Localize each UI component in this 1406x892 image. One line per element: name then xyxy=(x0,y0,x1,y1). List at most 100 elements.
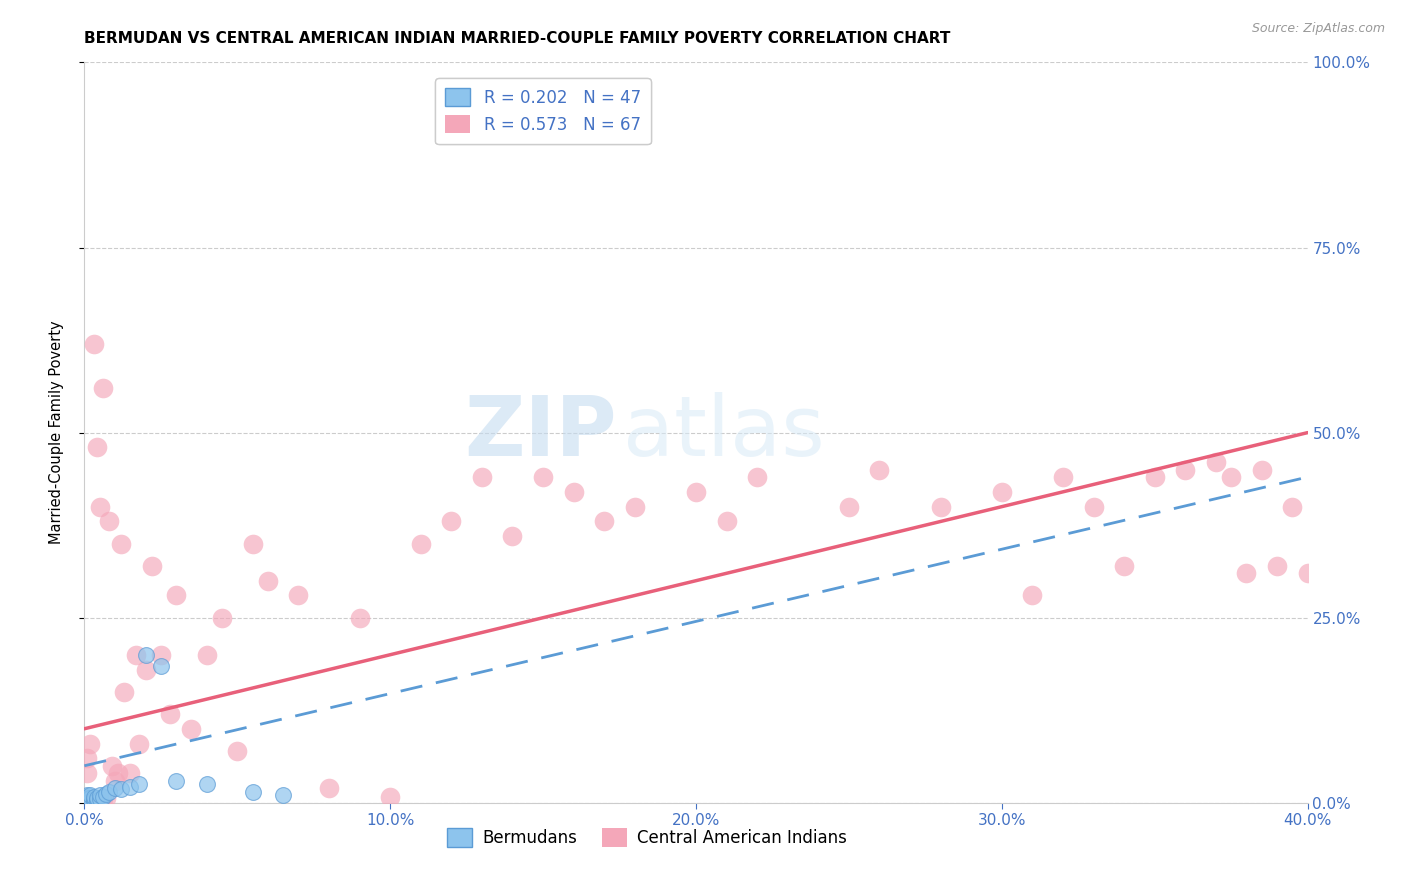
Point xyxy=(77,793,100,807)
Point xyxy=(149,658,172,673)
Point xyxy=(1281,500,1303,514)
Text: atlas: atlas xyxy=(623,392,824,473)
Point xyxy=(83,336,105,351)
Legend: R = 0.202   N = 47, R = 0.573   N = 67: R = 0.202 N = 47, R = 0.573 N = 67 xyxy=(436,78,651,144)
Point xyxy=(120,766,142,780)
Point xyxy=(211,610,233,624)
Point xyxy=(75,794,97,808)
Point xyxy=(97,515,120,529)
Point xyxy=(349,610,371,624)
Point xyxy=(128,737,150,751)
Point xyxy=(89,500,111,514)
Point xyxy=(76,794,98,808)
Point xyxy=(75,793,97,807)
Text: Source: ZipAtlas.com: Source: ZipAtlas.com xyxy=(1251,22,1385,36)
Point xyxy=(1174,462,1197,476)
Point xyxy=(83,792,105,806)
Point xyxy=(165,589,187,603)
Point xyxy=(76,795,98,809)
Point xyxy=(271,789,294,803)
Point xyxy=(318,780,340,795)
Point xyxy=(1236,566,1258,581)
Point xyxy=(86,790,108,805)
Point xyxy=(120,780,142,794)
Point xyxy=(929,500,952,514)
Point xyxy=(75,792,97,806)
Point xyxy=(75,795,97,809)
Point xyxy=(76,795,98,809)
Point xyxy=(1220,470,1243,484)
Point xyxy=(991,484,1014,499)
Point xyxy=(110,782,132,797)
Point xyxy=(104,773,127,788)
Point xyxy=(83,794,105,808)
Point xyxy=(1052,470,1074,484)
Point xyxy=(141,558,163,573)
Y-axis label: Married-Couple Family Poverty: Married-Couple Family Poverty xyxy=(49,321,63,544)
Point xyxy=(76,766,98,780)
Point xyxy=(531,470,554,484)
Point xyxy=(226,744,249,758)
Point xyxy=(502,529,524,543)
Point xyxy=(76,793,98,807)
Point xyxy=(79,737,101,751)
Point xyxy=(79,794,101,808)
Point xyxy=(380,789,402,804)
Point xyxy=(242,536,264,550)
Point xyxy=(685,484,707,499)
Point xyxy=(89,792,111,806)
Point xyxy=(1083,500,1105,514)
Point xyxy=(91,792,114,806)
Point xyxy=(86,441,108,455)
Point xyxy=(593,515,616,529)
Point xyxy=(86,794,108,808)
Point xyxy=(76,751,98,765)
Point xyxy=(869,462,891,476)
Point xyxy=(135,663,157,677)
Point xyxy=(75,795,97,809)
Point xyxy=(195,648,218,662)
Point xyxy=(94,787,117,801)
Point xyxy=(287,589,309,603)
Point xyxy=(110,536,132,550)
Point xyxy=(125,648,148,662)
Point xyxy=(101,758,124,772)
Point xyxy=(83,794,105,808)
Point xyxy=(83,789,105,804)
Point xyxy=(86,793,108,807)
Point xyxy=(159,706,181,721)
Point xyxy=(76,789,98,804)
Point xyxy=(76,794,98,808)
Point xyxy=(1205,455,1227,469)
Point xyxy=(624,500,647,514)
Point xyxy=(94,791,117,805)
Point xyxy=(91,381,114,395)
Point xyxy=(97,785,120,799)
Point xyxy=(747,470,769,484)
Point xyxy=(79,794,101,808)
Point xyxy=(135,648,157,662)
Point xyxy=(1114,558,1136,573)
Point xyxy=(242,785,264,799)
Point xyxy=(1021,589,1043,603)
Point xyxy=(1250,462,1272,476)
Point xyxy=(79,789,101,803)
Point xyxy=(77,794,100,808)
Point xyxy=(75,794,97,808)
Point xyxy=(79,791,101,805)
Point xyxy=(76,795,98,809)
Point xyxy=(1296,566,1319,581)
Point xyxy=(562,484,585,499)
Point xyxy=(195,777,218,791)
Point xyxy=(409,536,432,550)
Text: ZIP: ZIP xyxy=(464,392,616,473)
Point xyxy=(165,773,187,788)
Point xyxy=(76,794,98,808)
Point xyxy=(75,794,97,808)
Point xyxy=(79,794,101,808)
Point xyxy=(75,794,97,808)
Point xyxy=(471,470,494,484)
Point xyxy=(77,791,100,805)
Point xyxy=(149,648,172,662)
Point xyxy=(76,791,98,805)
